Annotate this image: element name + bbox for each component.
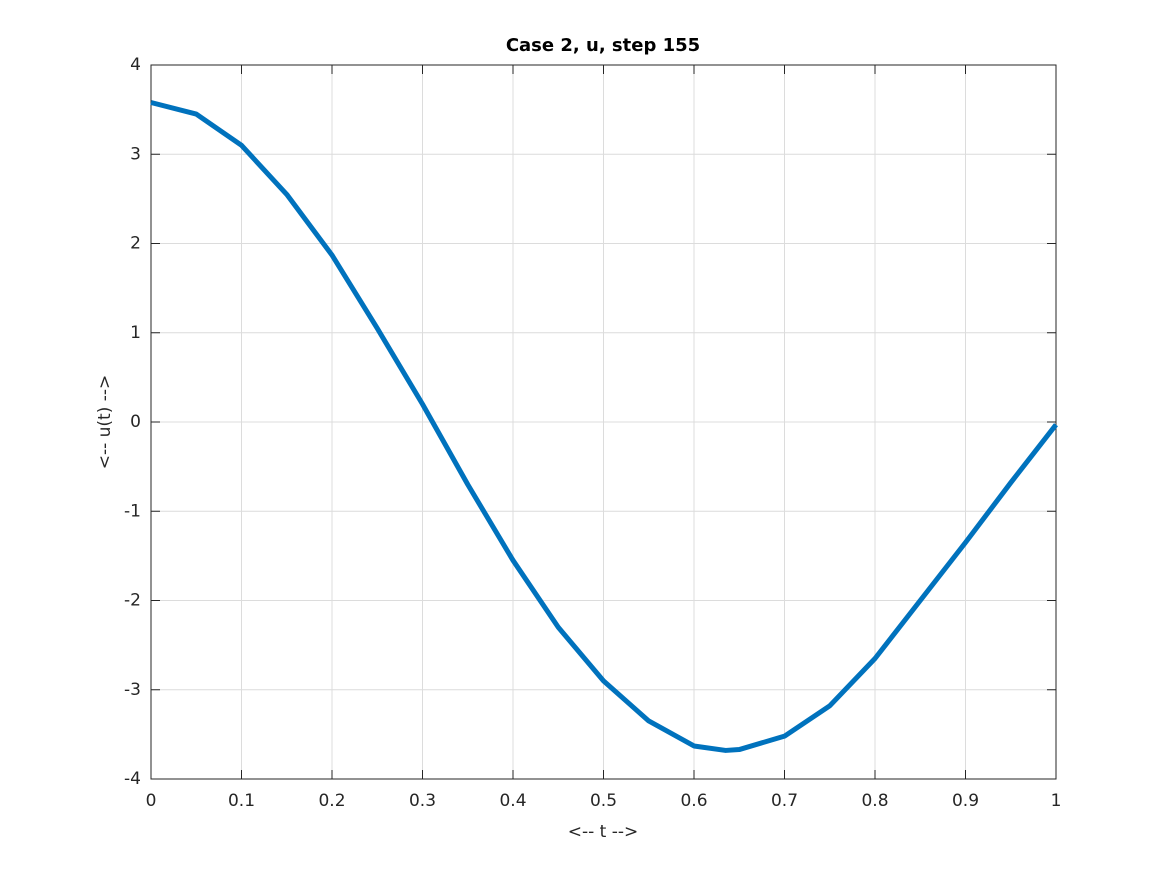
x-tick-label: 0	[146, 791, 157, 811]
y-tick-label: 2	[130, 234, 141, 254]
y-tick-label: 1	[130, 323, 141, 343]
x-tick-label: 0.4	[499, 791, 526, 811]
x-tick-label: 0.5	[590, 791, 617, 811]
chart-title: Case 2, u, step 155	[506, 35, 700, 56]
x-tick-label: 0.2	[318, 791, 345, 811]
x-tick-label: 0.9	[952, 791, 979, 811]
x-tick-label: 0.6	[680, 791, 707, 811]
y-axis-label: <-- u(t) -->	[95, 375, 115, 470]
x-tick-label: 0.3	[409, 791, 436, 811]
y-tick-label: -4	[124, 769, 141, 789]
y-tick-label: -1	[124, 501, 141, 521]
y-tick-label: 4	[130, 55, 141, 75]
x-tick-label: 0.1	[228, 791, 255, 811]
y-tick-label: -3	[124, 680, 141, 700]
y-tick-label: 0	[130, 412, 141, 432]
data-line	[150, 100, 1058, 753]
x-tick-label: 1	[1051, 791, 1062, 811]
x-tick-label: 0.7	[771, 791, 798, 811]
x-axis-label: <-- t -->	[568, 822, 639, 842]
y-tick-label: -2	[124, 591, 141, 611]
y-tick-label: 3	[130, 144, 141, 164]
x-tick-label: 0.8	[861, 791, 888, 811]
